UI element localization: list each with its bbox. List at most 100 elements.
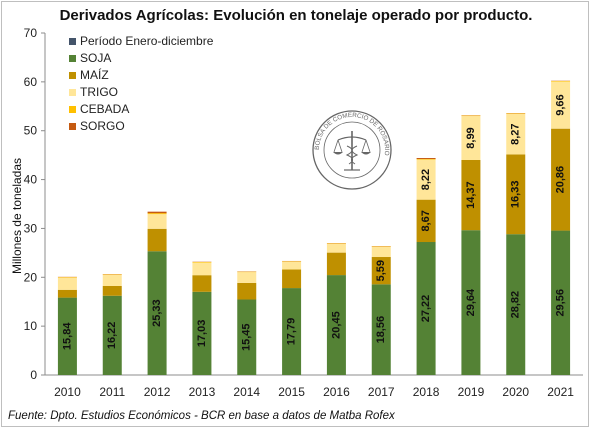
bar-segment <box>102 274 122 286</box>
bar-segment <box>192 262 212 276</box>
y-tick-label: 60 <box>24 75 38 89</box>
x-tick-label: 2021 <box>547 385 574 399</box>
bar-segment <box>416 242 436 375</box>
y-tick-label: 50 <box>24 124 38 138</box>
legend-swatch <box>69 89 76 96</box>
bar-segment <box>147 213 167 215</box>
bar-segment <box>416 199 436 243</box>
y-tick-label: 30 <box>24 221 38 235</box>
data-label: 8,99 <box>465 127 477 148</box>
data-label: 9,66 <box>555 94 567 115</box>
bar-segment <box>326 275 346 375</box>
y-tick-label: 40 <box>24 173 38 187</box>
legend-swatch <box>69 123 76 130</box>
bar-segment <box>282 269 302 289</box>
bar-segment <box>192 275 212 292</box>
bar-segment <box>551 230 571 375</box>
bar-segment <box>147 228 167 252</box>
bar-segment <box>506 234 526 375</box>
legend-label: TRIGO <box>80 85 118 99</box>
bar-segment <box>326 252 346 276</box>
x-tick-label: 2020 <box>502 385 529 399</box>
bar-segment <box>416 158 436 160</box>
bar-segment <box>57 289 77 298</box>
x-tick-label: 2018 <box>413 385 440 399</box>
bar-segment <box>461 116 481 160</box>
x-tick-label: 2015 <box>278 385 305 399</box>
data-label: 25,33 <box>151 299 163 327</box>
data-label: 17,79 <box>286 318 298 346</box>
x-tick-label: 2012 <box>144 385 171 399</box>
bar-segment <box>461 159 481 231</box>
data-label: 5,59 <box>375 260 387 281</box>
legend-label: MAÍZ <box>80 67 109 82</box>
bar-segment <box>102 295 122 375</box>
data-label: 29,56 <box>555 289 567 317</box>
data-label: 8,27 <box>510 123 522 144</box>
x-tick-label: 2017 <box>368 385 395 399</box>
legend-swatch <box>69 55 76 62</box>
bar-segment <box>506 154 526 235</box>
data-label: 20,45 <box>330 311 342 339</box>
data-label: 15,45 <box>241 323 253 351</box>
data-label: 27,22 <box>420 295 432 323</box>
bar-segment <box>551 81 571 129</box>
bar-segment <box>237 272 257 283</box>
y-tick-label: 20 <box>24 270 38 284</box>
legend-swatch <box>69 106 76 113</box>
source-note: Fuente: Dpto. Estudios Económicos - BCR … <box>8 410 395 422</box>
y-tick-label: 70 <box>24 26 38 40</box>
x-tick-label: 2016 <box>323 385 350 399</box>
bar-segment <box>371 246 391 258</box>
chart-bars <box>57 80 571 375</box>
chart-legend: Período Enero-diciembre SOJA MAÍZ TRIGO CEBA… <box>69 34 214 133</box>
legend-label: CEBADA <box>80 102 129 116</box>
bar-segment <box>237 282 257 300</box>
bar-segment <box>282 288 302 375</box>
x-tick-label: 2011 <box>99 385 125 399</box>
x-tick-label: 2010 <box>54 385 81 399</box>
bar-segment <box>57 297 77 375</box>
x-tick-label: 2014 <box>233 385 260 399</box>
x-tick-label: 2019 <box>458 385 485 399</box>
data-label: 18,56 <box>375 316 387 344</box>
bar-segment <box>57 277 77 290</box>
data-label: 16,22 <box>106 322 118 350</box>
bcr-seal-icon: BOLSA DE COMERCIO DE ROSARIO <box>312 110 392 190</box>
chart-title: Derivados Agrícolas: Evolución en tonela… <box>59 7 533 24</box>
y-tick-label: 10 <box>24 319 38 333</box>
data-label: 20,86 <box>555 166 567 194</box>
legend-label: Período Enero-diciembre <box>80 34 214 48</box>
legend-swatch <box>69 38 76 45</box>
bar-segment <box>147 214 167 229</box>
y-tick-label: 0 <box>30 368 37 382</box>
bar-segment <box>192 291 212 375</box>
bar-segment <box>282 261 302 270</box>
bar-segment <box>147 211 167 214</box>
x-tick-label: 2013 <box>189 385 216 399</box>
chart-data-labels: 15,84 16,22 25,33 17,03 15,45 17,79 20,45 18,56… <box>61 94 566 351</box>
data-label: 8,22 <box>420 169 432 190</box>
chart-axes: 0 10 20 30 40 50 60 70 2010 2011 2012 2013 2014 2015 2… <box>24 26 583 399</box>
legend-label: SOJA <box>80 51 111 65</box>
bar-segment <box>371 257 391 285</box>
data-label: 29,64 <box>465 288 477 316</box>
bar-segment <box>416 159 436 200</box>
data-label: 14,37 <box>465 181 477 209</box>
data-label: 15,84 <box>61 322 73 350</box>
data-label: 28,82 <box>510 291 522 319</box>
bar-segment <box>326 243 346 253</box>
bar-segment <box>237 299 257 375</box>
bar-segment <box>102 285 122 296</box>
legend-swatch <box>69 72 76 79</box>
data-label: 16,33 <box>510 181 522 209</box>
data-label: 17,03 <box>196 320 208 348</box>
bar-segment <box>551 128 571 231</box>
bar-segment <box>147 251 167 375</box>
bar-segment <box>506 114 526 155</box>
legend-label: SORGO <box>80 119 125 133</box>
data-label: 8,67 <box>420 210 432 231</box>
bar-segment <box>461 230 481 375</box>
bar-segment <box>371 284 391 375</box>
